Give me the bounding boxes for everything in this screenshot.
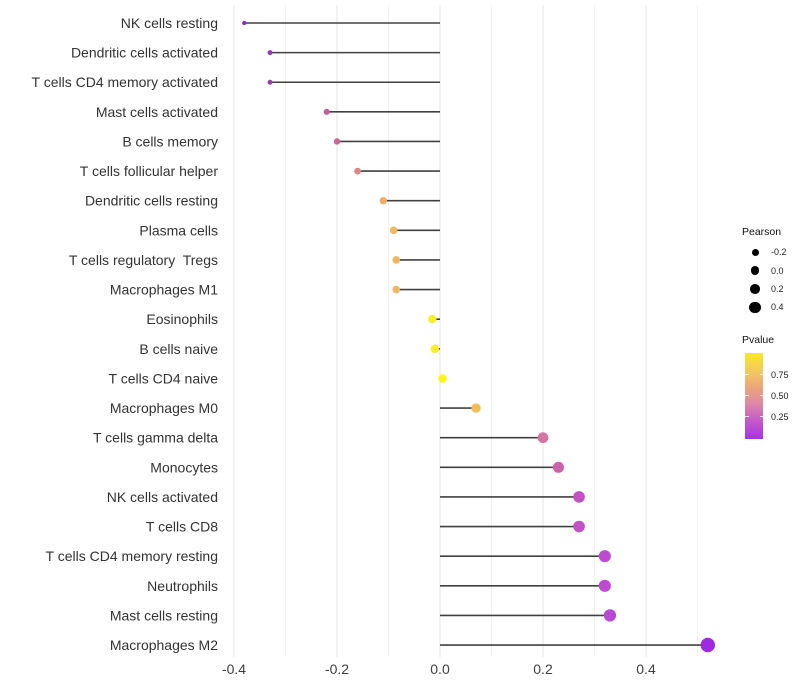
- colorbar-tick-label: 0.50: [771, 390, 789, 401]
- lollipop-dot: [267, 79, 273, 85]
- size-dot-column: [742, 248, 768, 256]
- lollipop-dot: [537, 432, 549, 444]
- x-axis-tick-label: 0.0: [430, 661, 450, 677]
- y-axis-label: T cells CD4 memory resting: [46, 548, 218, 564]
- color-legend-title: Pvalue: [742, 333, 775, 346]
- size-legend-label: 0.4: [771, 302, 784, 313]
- colorbar-tick-label: 0.25: [771, 411, 789, 422]
- y-axis-label: Eosinophils: [146, 311, 218, 327]
- y-axis-label: Mast cells resting: [110, 607, 218, 623]
- y-axis-label: NK cells resting: [121, 15, 218, 31]
- y-axis-label: T cells CD8: [146, 519, 218, 535]
- legend-panel: Pearson -0.2 0.0 0.2 0.4 Pvalue 0.75 0.50 0.2…: [742, 226, 800, 443]
- size-legend-label: 0.2: [771, 283, 784, 294]
- size-legend-dot: [750, 284, 760, 294]
- colorbar-tick-label: 0.75: [771, 369, 789, 380]
- size-legend-item: 0.2: [742, 280, 800, 298]
- y-axis-label: B cells naive: [139, 341, 218, 357]
- colorbar-tick: [745, 394, 749, 397]
- y-axis-label: T cells regulatory Tregs: [69, 252, 218, 268]
- y-axis-label: Dendritic cells resting: [85, 193, 218, 209]
- size-legend-item: 0.0: [742, 261, 800, 279]
- colorbar-tick: [759, 415, 763, 418]
- y-axis-label: Dendritic cells activated: [71, 45, 218, 61]
- colorbar-tick: [745, 373, 749, 376]
- colorbar-tick: [745, 415, 749, 418]
- lollipop-dot: [392, 256, 401, 264]
- lollipop-dot: [573, 491, 585, 503]
- y-axis-label: T cells gamma delta: [93, 430, 218, 446]
- lollipop-dot: [428, 314, 437, 324]
- size-legend-title: Pearson: [742, 226, 782, 238]
- y-axis-label: Macrophages M0: [110, 400, 218, 416]
- x-axis-tick-label: -0.2: [325, 661, 349, 677]
- y-axis-label: Mast cells activated: [96, 104, 218, 120]
- lollipop-dot: [598, 550, 611, 563]
- x-axis-tick-label: 0.4: [636, 661, 656, 677]
- y-axis-label: Monocytes: [150, 459, 218, 475]
- lollipop-dot: [354, 167, 362, 175]
- y-axis-label: NK cells activated: [107, 489, 218, 505]
- size-legend-label: 0.0: [771, 265, 784, 276]
- colorbar-tick: [759, 394, 763, 397]
- x-axis-tick-label: -0.4: [222, 661, 246, 677]
- size-legend-dot: [751, 248, 759, 256]
- pvalue-colorbar-wrap: 0.75 0.50 0.25: [742, 352, 800, 443]
- colorbar-tick: [759, 373, 763, 376]
- lollipop-dot: [573, 520, 585, 533]
- lollipop-dot: [471, 403, 481, 413]
- lollipop-dot: [700, 637, 716, 653]
- y-axis-label: T cells CD4 naive: [109, 370, 219, 386]
- size-legend-label: -0.2: [771, 247, 787, 258]
- lollipop-dot: [389, 226, 398, 235]
- lollipop-dot: [438, 374, 447, 383]
- lollipop-dot: [552, 461, 565, 473]
- y-axis-label: B cells memory: [122, 133, 218, 149]
- size-legend-dot: [749, 301, 761, 313]
- size-dot-column: [742, 301, 768, 313]
- lollipop-dot: [598, 579, 611, 592]
- lollipop-dot: [379, 197, 388, 205]
- x-axis-tick-label: 0.2: [533, 661, 553, 677]
- y-axis-label: T cells follicular helper: [80, 163, 219, 179]
- lollipop-dot: [267, 50, 273, 56]
- y-axis-label: Plasma cells: [139, 222, 218, 238]
- y-axis-label: Neutrophils: [147, 578, 218, 594]
- lollipop-dot: [323, 108, 330, 115]
- y-axis-label: Macrophages M1: [110, 282, 218, 298]
- size-dot-column: [742, 284, 768, 294]
- pvalue-colorbar: [745, 352, 763, 439]
- size-dot-column: [742, 266, 768, 275]
- size-legend-item: -0.2: [742, 243, 800, 261]
- size-legend-dot: [750, 266, 760, 275]
- lollipop-dot: [603, 609, 617, 622]
- size-legend-item: 0.4: [742, 298, 800, 316]
- lollipop-dot: [242, 20, 247, 26]
- y-axis-label: Macrophages M2: [110, 637, 218, 653]
- size-legend-items: -0.2 0.0 0.2 0.4: [742, 243, 800, 317]
- lollipop-dot: [333, 138, 341, 145]
- lollipop-dot: [430, 344, 440, 354]
- lollipop-dot: [392, 285, 401, 294]
- y-axis-label: T cells CD4 memory activated: [32, 74, 218, 90]
